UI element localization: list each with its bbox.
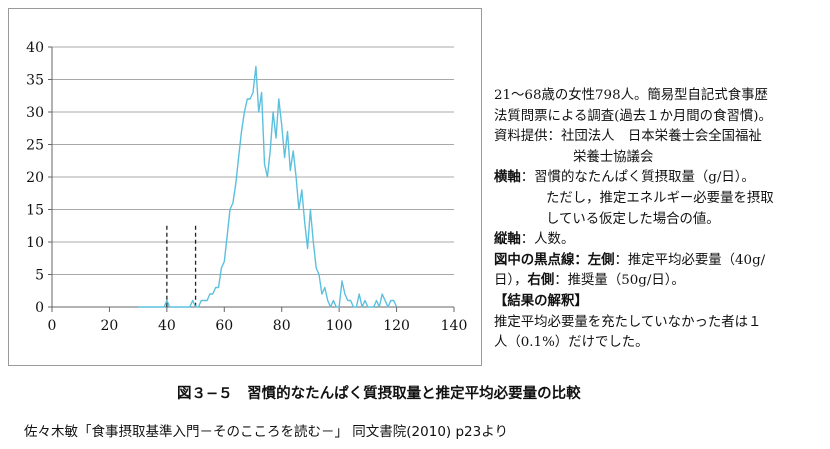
source-citation: 佐々木敏「食事摂取基準入門－そのこころを読む－」 同文書院(2010) p23よ…	[24, 424, 508, 440]
y-tick-label-15: 15	[26, 203, 44, 219]
x-axis-note-text: ：習慣的なたんぱく質摂取量（g/日）。	[520, 170, 755, 186]
x-tick-label-100: 100	[326, 318, 353, 334]
series-line	[138, 65, 398, 308]
y-tick-label-20: 20	[26, 170, 44, 186]
y-axis-note-text: ：人数。	[520, 232, 575, 248]
note-line-12: 推定平均必要量を充たしていなかった者は１	[494, 314, 762, 330]
x-tick-label-20: 20	[101, 318, 119, 334]
note-line-3: 資料提供：社団法人 日本栄養士会全国福祉	[494, 129, 762, 145]
chart-svg: 0 5 10 15 20 25 30 35 40 0 20 40 60 80 100 120 140	[26, 40, 468, 334]
y-tick-label-10: 10	[26, 235, 44, 251]
y-axis-note-label: 縦軸	[494, 232, 521, 248]
x-tick-label-60: 60	[215, 318, 233, 334]
note-line-4: 栄養士協議会	[573, 149, 654, 165]
note-line-1: 21～68歳の女性798人。簡易型自記式食事歴	[494, 88, 768, 103]
y-tick-label-40: 40	[26, 40, 44, 56]
note-line-5: 横軸：習慣的なたんぱく質摂取量（g/日）。	[494, 168, 826, 189]
y-tick-label-25: 25	[26, 138, 44, 154]
note-line-9: 図中の黒点線：左側：推定平均必要量（40g/	[494, 251, 826, 272]
note-line-6: ただし，推定エネルギー必要量を摂取	[546, 190, 774, 206]
note-line-10: 日），右側：推奨量（50g/日）。	[494, 271, 826, 292]
chart-frame: 0 5 10 15 20 25 30 35 40 0 20 40 60 80 100 120 140	[8, 8, 482, 366]
figure-caption: 図３−５ 習慣的なたんぱく質摂取量と推定平均必要量の比較	[177, 386, 581, 402]
note-line-7: している仮定した場合の値。	[546, 211, 720, 227]
dotted-line-note-label: 図中の黒点線：左側	[494, 252, 615, 268]
right-side-label: 右側	[527, 273, 555, 289]
notes-panel: 21～68歳の女性798人。簡易型自記式食事歴 法質問票による調査(過去１か月間…	[494, 86, 826, 354]
y-tick-label-35: 35	[26, 73, 44, 89]
note-line-2: 法質問票による調査(過去１か月間の食習慣)。	[494, 108, 772, 124]
x-tick-label-120: 120	[383, 318, 410, 334]
y-tick-label-30: 30	[26, 105, 44, 121]
note-line-13: 人（0.1%）だけでした。	[494, 335, 649, 351]
note-line-10-prefix: 日），	[494, 273, 528, 289]
interpretation-heading: 【結果の解釈】	[494, 293, 588, 309]
x-tick-label-0: 0	[48, 318, 57, 334]
y-tick-label-0: 0	[35, 300, 44, 316]
note-line-8: 縦軸：人数。	[494, 230, 826, 251]
x-tick-label-140: 140	[441, 318, 468, 334]
x-axis-note-label: 横軸	[494, 170, 521, 186]
note-line-10-text: ：推奨量（50g/日）。	[554, 273, 685, 289]
dotted-line-note-text: ：推定平均必要量（40g/	[614, 252, 766, 268]
x-tick-label-40: 40	[158, 318, 176, 334]
y-tick-label-5: 5	[35, 268, 44, 284]
x-tick-label-80: 80	[273, 318, 291, 334]
